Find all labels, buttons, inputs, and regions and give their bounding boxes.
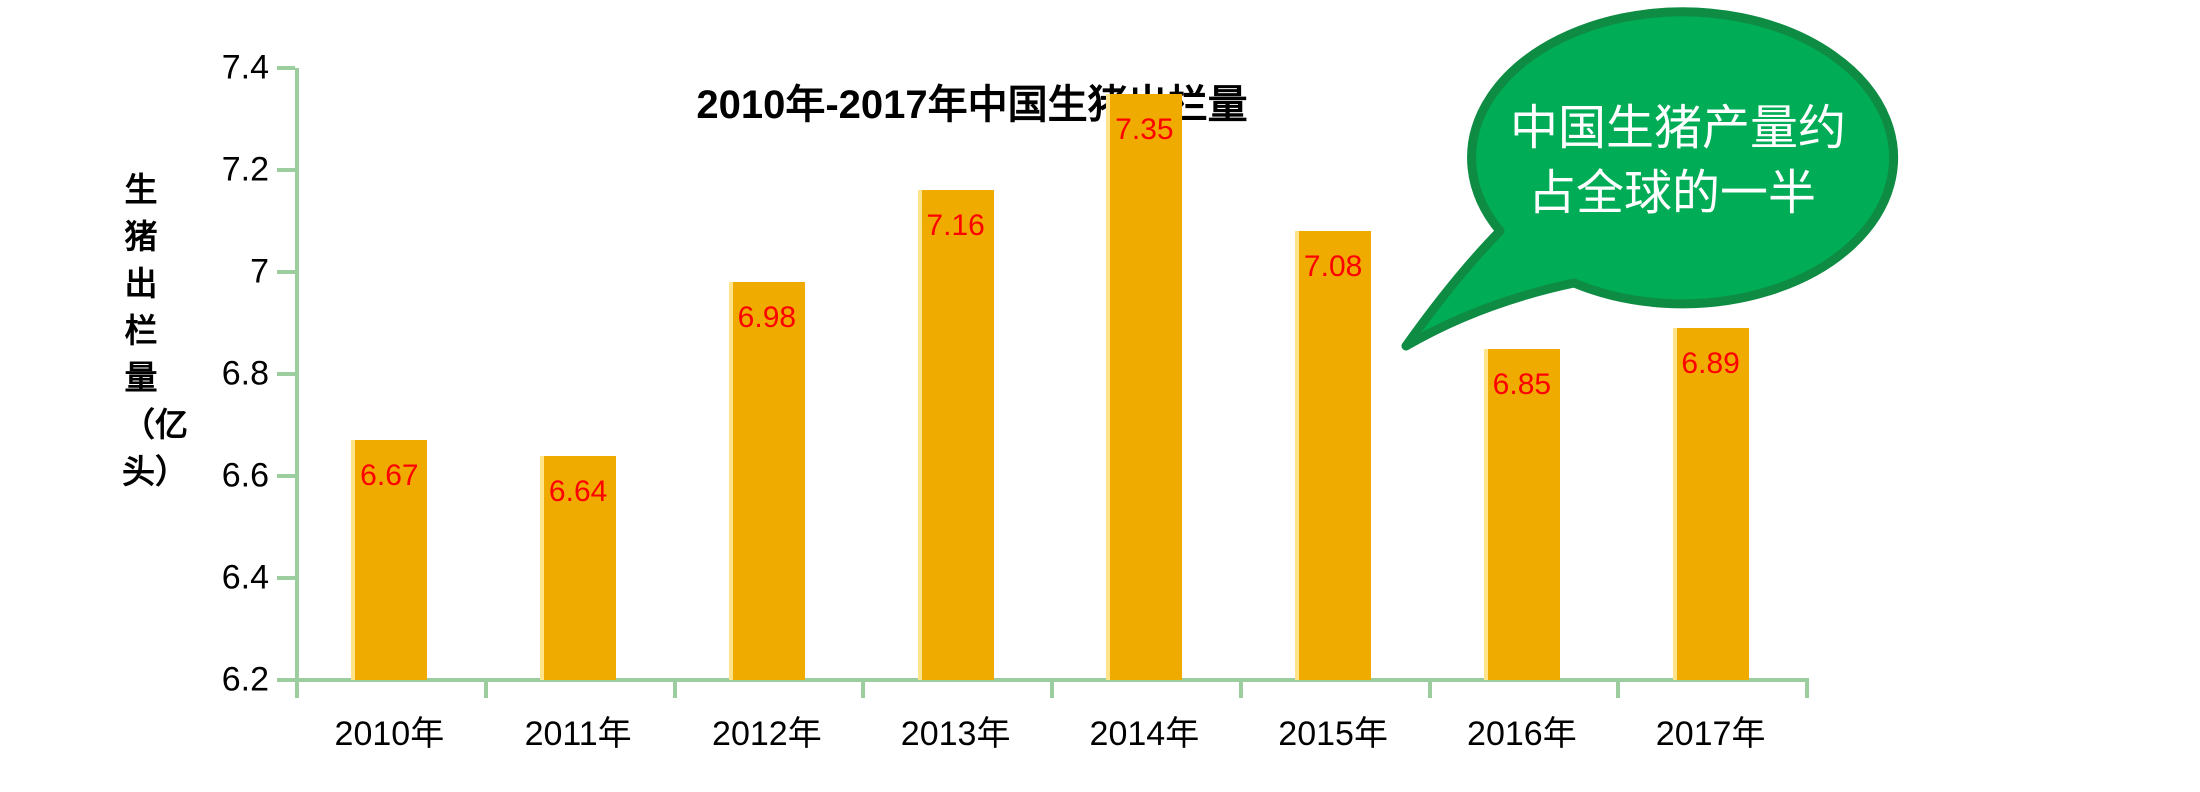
- x-category-label: 2014年: [1089, 715, 1200, 753]
- y-tick-label: 6.8: [221, 354, 269, 393]
- speech-bubble-callout: 中国生猪产量约 占全球的一半: [1401, 7, 1899, 351]
- x-tick-mark: [672, 680, 677, 698]
- y-tick-mark: [277, 168, 295, 172]
- y-tick-mark: [277, 678, 295, 682]
- bar-value-label: 6.98: [737, 301, 797, 335]
- y-tick-label: 7: [250, 252, 269, 291]
- bar-2012年: [728, 282, 805, 680]
- x-category-label: 2015年: [1278, 715, 1388, 753]
- bar-value-label: 7.08: [1303, 250, 1363, 284]
- x-category-label: 2011年: [524, 715, 632, 753]
- x-category-label: 2013年: [900, 715, 1011, 753]
- bar-2015年: [1295, 231, 1372, 680]
- bar-2010年: [351, 440, 428, 680]
- x-tick-mark: [483, 680, 488, 698]
- bar-2016年: [1483, 348, 1560, 680]
- y-tick-mark: [277, 372, 295, 376]
- bar-value-label: 7.16: [926, 209, 985, 243]
- bar-value-label: 6.85: [1492, 367, 1552, 401]
- bar-2013年: [917, 190, 994, 680]
- bar-2017年: [1672, 328, 1749, 680]
- y-tick-label: 6.4: [221, 558, 269, 597]
- y-tick-mark: [277, 270, 295, 274]
- bar-value-label: 6.89: [1681, 347, 1740, 381]
- bar-value-label: 7.35: [1115, 112, 1174, 146]
- speech-bubble-text-line1: 中国生猪产量约: [1510, 102, 1846, 155]
- bar-2014年: [1106, 93, 1183, 680]
- x-category-label: 2010年: [334, 715, 445, 753]
- x-tick-mark: [1805, 680, 1809, 698]
- y-axis-line: [295, 68, 299, 698]
- speech-bubble-shape: [1401, 7, 1899, 351]
- x-tick-mark: [1616, 680, 1621, 698]
- x-category-label: 2017年: [1655, 715, 1766, 753]
- y-tick-label: 6.6: [221, 456, 269, 495]
- x-category-label: 2012年: [712, 715, 822, 753]
- y-axis-title: 生猪出栏量（亿头）: [122, 171, 188, 490]
- y-tick-mark: [277, 576, 295, 580]
- x-tick-mark: [1050, 680, 1054, 698]
- bar-value-label: 6.64: [548, 474, 608, 508]
- y-tick-label: 6.2: [221, 660, 269, 699]
- y-tick-mark: [277, 474, 295, 478]
- bar-value-label: 6.67: [360, 459, 419, 493]
- x-tick-mark: [295, 680, 299, 698]
- x-tick-mark: [1427, 680, 1432, 698]
- y-tick-label: 7.4: [221, 48, 269, 87]
- x-tick-mark: [1238, 680, 1243, 698]
- y-tick-label: 7.2: [221, 150, 269, 189]
- x-category-label: 2016年: [1467, 715, 1577, 753]
- speech-bubble-text-line2: 占全球的一半: [1528, 167, 1816, 220]
- y-tick-mark: [277, 66, 295, 70]
- x-tick-mark: [861, 680, 866, 698]
- bar-2011年: [540, 455, 617, 680]
